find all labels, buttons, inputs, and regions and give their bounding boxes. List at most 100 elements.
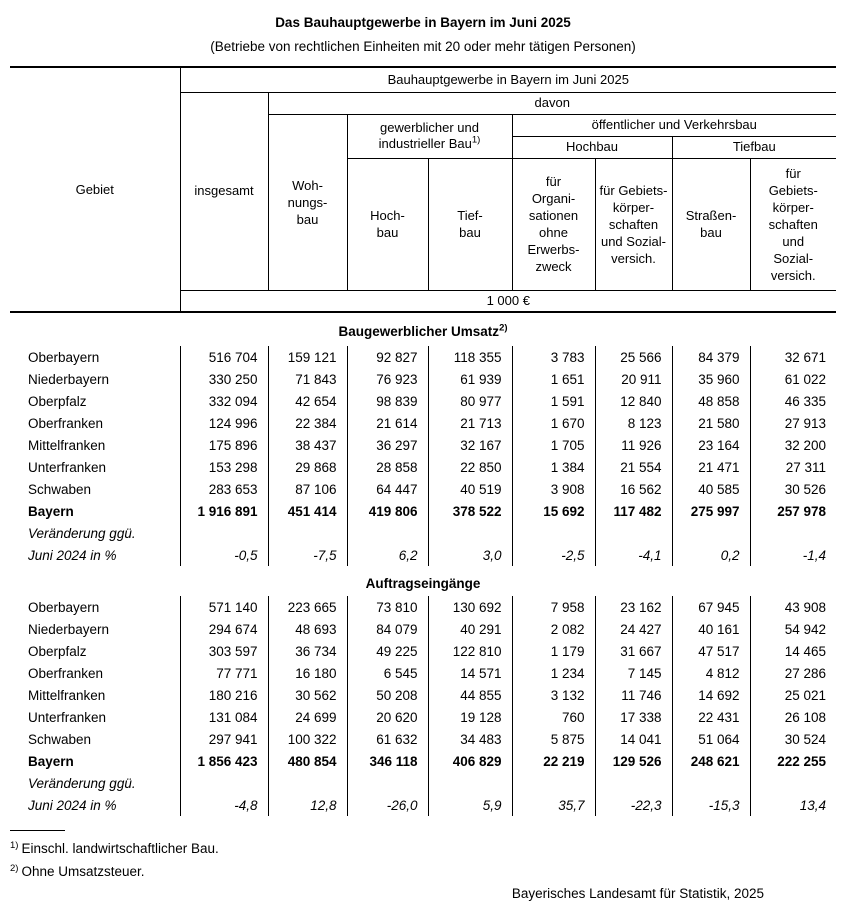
gebiet-header: Gebiet (10, 67, 180, 313)
value-cell: 22 219 (511, 750, 595, 772)
value-cell: 14 571 (427, 662, 512, 684)
value-cell: 21 580 (671, 412, 750, 434)
umsatz-section-title: Baugewerblicher Umsatz2) (10, 312, 836, 346)
main-table: Gebiet Bauhauptgewerbe in Bayern im Juni… (10, 66, 837, 816)
value-cell: 14 465 (749, 640, 837, 662)
value-cell (427, 772, 512, 794)
region-label: Mittelfranken (28, 437, 106, 453)
value-cell: 7 958 (511, 596, 595, 618)
change-value-cell: 5,9 (427, 794, 512, 816)
value-cell: 1 916 891 (179, 500, 268, 522)
change-value-cell: -7,5 (267, 544, 347, 566)
value-cell: 1 856 423 (179, 750, 268, 772)
value-cell: 71 843 (267, 368, 347, 390)
value-cell: 1 179 (511, 640, 595, 662)
table-row: Unterfranken 153 298 29 868 28 858 22 850 1 3… (10, 456, 837, 478)
value-cell: 1 651 (511, 368, 595, 390)
value-cell: 25 566 (594, 346, 672, 368)
value-cell: 61 632 (346, 728, 428, 750)
value-cell (594, 522, 672, 544)
value-cell: 248 621 (671, 750, 750, 772)
tiefbau-col-header: Tief- bau (427, 158, 512, 291)
change-value-cell: 13,4 (749, 794, 837, 816)
value-cell: 27 311 (749, 456, 837, 478)
value-cell: 22 850 (427, 456, 512, 478)
change-value-cell: -0,5 (179, 544, 268, 566)
change-label: Veränderung ggü. (28, 775, 136, 791)
value-cell: 118 355 (427, 346, 512, 368)
value-cell: 84 079 (346, 618, 428, 640)
value-cell: 80 977 (427, 390, 512, 412)
value-cell: 27 913 (749, 412, 837, 434)
change-row-line2: Juni 2024 in % -0,5 -7,5 6,2 3,0 -2,5 -4,1 0,2-… (10, 544, 837, 566)
value-cell: 20 911 (594, 368, 672, 390)
value-cell (267, 772, 347, 794)
oeffentlicher-verkehrsbau-header: öffentlicher und Verkehrsbau (511, 114, 837, 137)
value-cell: 44 855 (427, 684, 512, 706)
value-cell: 159 121 (267, 346, 347, 368)
region-label: Mittelfranken (28, 687, 106, 703)
value-cell: 1 234 (511, 662, 595, 684)
table-row: Unterfranken 131 084 24 699 20 620 19 128 760… (10, 706, 837, 728)
value-cell: 21 471 (671, 456, 750, 478)
value-cell: 27 286 (749, 662, 837, 684)
value-cell: 29 868 (267, 456, 347, 478)
page-title: Das Bauhauptgewerbe in Bayern im Juni 20… (275, 15, 571, 30)
value-cell: 14 041 (594, 728, 672, 750)
change-value-cell: 35,7 (511, 794, 595, 816)
value-cell: 14 692 (671, 684, 750, 706)
value-cell: 124 996 (179, 412, 268, 434)
value-cell: 20 620 (346, 706, 428, 728)
value-cell: 26 108 (749, 706, 837, 728)
table-row: Oberbayern 516 704 159 121 92 827 118 355 3 7… (10, 346, 837, 368)
footnote-marker: 1) (10, 839, 19, 851)
change-value-cell: -15,3 (671, 794, 750, 816)
value-cell: 40 519 (427, 478, 512, 500)
value-cell: 40 585 (671, 478, 750, 500)
value-cell: 61 022 (749, 368, 837, 390)
region-label: Oberfranken (28, 415, 104, 431)
value-cell: 67 945 (671, 596, 750, 618)
header-row-groups-2: Hochbau Tiefbau (10, 136, 837, 159)
value-cell: 21 614 (346, 412, 428, 434)
source-note: Bayerisches Landesamt für Statistik, 202… (511, 886, 764, 901)
auftragseingaenge-section-title: Auftragseingänge (10, 566, 836, 596)
value-cell: 3 783 (511, 346, 595, 368)
value-cell: 21 713 (427, 412, 512, 434)
region-label: Bayern (28, 753, 74, 769)
value-cell: 12 840 (594, 390, 672, 412)
value-cell: 17 338 (594, 706, 672, 728)
change-label: Juni 2024 in % (28, 797, 117, 813)
tiefbau-group-header: Tiefbau (671, 136, 837, 159)
region-label: Unterfranken (28, 709, 107, 725)
value-cell: 24 427 (594, 618, 672, 640)
value-cell: 8 123 (594, 412, 672, 434)
footnote-ref-1: 1) (471, 134, 481, 146)
change-row-line1: Veränderung ggü. (10, 772, 837, 794)
change-label: Juni 2024 in % (28, 547, 117, 563)
change-value-cell: 6,2 (346, 544, 428, 566)
value-cell: 257 978 (749, 500, 837, 522)
region-label: Oberfranken (28, 665, 104, 681)
value-cell: 378 522 (427, 500, 512, 522)
unit-cell: 1 000 € (179, 290, 837, 313)
section-title-text: Baugewerblicher Umsatz (338, 324, 500, 339)
value-cell: 61 939 (427, 368, 512, 390)
value-cell: 84 379 (671, 346, 750, 368)
value-cell: 42 654 (267, 390, 347, 412)
value-cell: 222 255 (749, 750, 837, 772)
value-cell: 51 064 (671, 728, 750, 750)
table-row: Niederbayern 294 674 48 693 84 079 40 291 2 0… (10, 618, 837, 640)
value-cell: 30 524 (749, 728, 837, 750)
value-cell (267, 522, 347, 544)
value-cell: 5 875 (511, 728, 595, 750)
change-value-cell: -22,3 (594, 794, 672, 816)
table-row: Oberpfalz 303 597 36 734 49 225 122 810 1 179… (10, 640, 837, 662)
value-cell: 297 941 (179, 728, 268, 750)
change-value-cell: -4,1 (594, 544, 672, 566)
value-cell: 283 653 (179, 478, 268, 500)
region-label: Niederbayern (28, 371, 110, 387)
region-label: Schwaben (28, 731, 92, 747)
value-cell: 15 692 (511, 500, 595, 522)
